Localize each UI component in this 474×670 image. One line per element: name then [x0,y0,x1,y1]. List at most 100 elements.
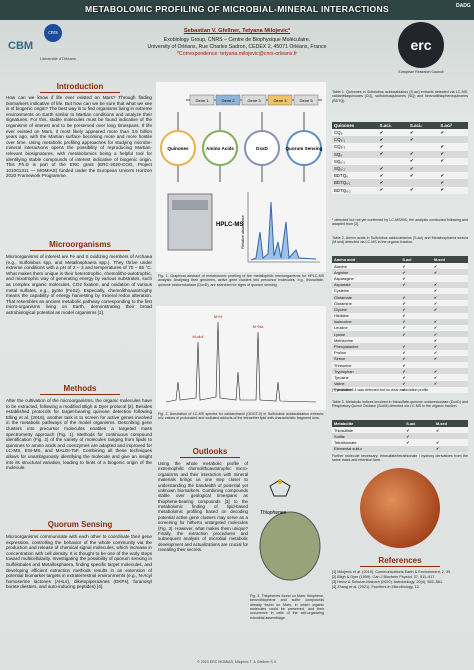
table-row: Alanine ✔ ✔ [332,263,468,270]
table-header-cell: S.aci₁ [377,122,408,129]
table-row: Glycine ✔ ✔ [332,306,468,313]
table-row: Isoleucine ✔ ✔ [332,318,468,325]
table-cell: ✔ [431,269,468,276]
table-cell [431,312,468,319]
table-row: CQ₆:₁ ✔ ✔ [332,136,468,144]
table-cell: ✔ [407,150,439,158]
table-header-row: Quinones S.aci₁ S.aci₂ S.aci³ [332,122,468,129]
section-heading: Outlooks [180,447,240,458]
table-cell: ✔ [438,186,468,194]
table-cell: ✔ [438,143,468,151]
table-cell: SQ₆:₁ [332,157,378,165]
table-cell: Isoleucine [332,318,401,325]
gene-box [241,94,267,106]
table-row: BDTQ₆:₂ ✔ ✔ ✔ [332,186,468,194]
figure-caption: Fig. 1. Graphical abstract of metabolomi… [158,274,324,287]
table-cell: Tyrosine [332,374,401,381]
reference: [4] Zhang et al. (2021). Frontiers in Mi… [332,584,420,589]
table-row: CQ₆:₂ ✔ ✔ [332,143,468,151]
section-heading: Introduction [40,82,120,93]
table-row: Tryptophan ✔ ✔ [332,368,468,375]
table-cell: ✔ [400,374,432,381]
correspondence: *Correspondence: tetyana.milojevic@cnrs-… [176,50,298,57]
table-cell: BDTQ₆ [332,172,378,180]
table-cell [400,337,432,344]
axis-label: Relative abundance [241,215,245,249]
table-cell [433,433,468,440]
affiliation-line: Exobiology Group, CNRS – Centre de Bioph… [163,37,311,43]
reference: [2] Bligh & Dyer (1959). Can J Biochem P… [332,574,436,579]
table-cell: ✔ [407,164,439,173]
reference: [3] Heinz & Schulze-Makuch (2020). Astro… [332,579,444,584]
table-cell: ✔ [377,186,408,194]
table-row: Lysine ✔ ✔ [332,331,468,338]
table-row: Methionine ✔ [332,337,468,344]
table-cell: Pyrrolidine [332,386,401,393]
table-row: Threonine ✔ [332,362,468,369]
peak-label: M-diol [193,334,204,339]
table-cell: Threonine [332,362,401,369]
gene-label: Gene 2 [221,98,235,103]
table-header-cell: M.sed [433,420,468,427]
figure-caption: Fig. 3. Thiophenes found on Mars: thioph… [250,594,324,620]
target-label: DxxD [256,146,268,151]
target-label: Amino Acids [206,146,234,151]
table-cell: ✔ [431,355,468,362]
paragraph: Using the whole metabolic profile of ext… [158,461,248,552]
table-cell: ✔ [400,293,432,301]
table-row: BDTQ₆ ✔ ✔ ✔ [332,172,468,180]
table-row: Aspartate ✔ ✔ [332,281,468,288]
table: Metabolite S.aci M.sed Thiosulfate ✔ ✔ Sulfite… [332,420,468,452]
table-cell: ✔ [400,275,432,282]
table-cell: ✔ [377,179,408,187]
target-node [160,130,196,166]
table-cell: ✔ [431,324,468,332]
table-cell: ✔ [407,186,439,194]
gene-label: Gene 3 [247,98,261,103]
table-cell: ✔ [400,331,432,338]
paragraph: After the cultivation of the microorgani… [6,398,152,471]
table-row: SQ₆ ✔ ✔ ✔ [332,150,468,158]
table-cell [407,143,439,151]
table-cell: ✔ [377,150,408,158]
table-cell [438,136,468,144]
table-header-cell: Quinones [332,122,378,129]
peak-label: M+H [214,314,223,319]
table-cell: ✔ [400,281,432,288]
affiliation-line: University of Orléans, Rue Charles Sadro… [147,43,327,50]
spectrum [165,321,317,403]
table-note: (*) detected 1:1 was detected but no cle… [332,388,430,392]
gene-label: Gene 5 [299,98,313,103]
table-cell [431,386,468,393]
table-cell: Alanine [332,263,401,270]
table-cell: CQ₆ [332,129,378,137]
chromatogram [250,201,317,261]
table-cell: Thiosulfate [332,427,405,434]
table-cell: ✔ [400,343,432,350]
table-cell: ✔ [377,172,408,180]
authors: Sebastian V. Gfellner, Tetyana Milojevic… [183,28,291,34]
table-cell: Elemental sulfur [332,445,405,452]
table-row: Elemental sulfur ✔ [332,445,468,452]
table-caption: Table 2. Amino acids in Sulfolobus acido… [332,236,468,245]
sulfur-atom [278,480,282,484]
table-cell: ✔ [438,150,468,158]
table-cell: ✔ [431,374,468,381]
table-cell: CQ₆:₁ [332,136,378,144]
table-cell: ✔ [438,129,468,137]
table-cell: ✔ [431,349,468,356]
table-cell: ✔ [433,427,468,434]
table-header-cell: S.aci³ [438,122,468,129]
footer: © 2023 ERC MOMIAS, Milojevic T. & Gfelln… [197,660,277,664]
table-row: SQ₆:₂ ✔ ✔ [332,164,468,173]
gene-box [189,94,215,106]
table-cell: Valine [332,380,401,387]
table-caption: Table 3. Metabolic indices involved in t… [332,400,468,409]
section-heading: References [360,556,440,567]
table-cell: ✔ [400,349,432,356]
target-label: Quorum Sensing [285,146,322,151]
table-cell [400,287,432,294]
